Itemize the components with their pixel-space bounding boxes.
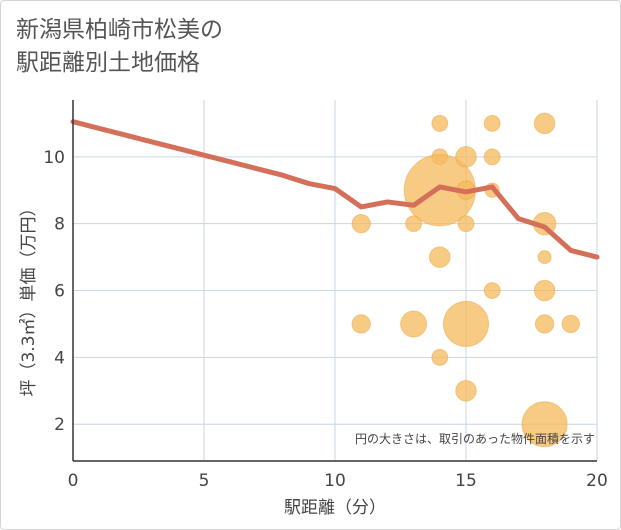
chart-title-line-1: 新潟県柏崎市松美の (16, 17, 223, 43)
y-tick-label-10: 10 (43, 148, 65, 168)
bubble-layer (351, 112, 581, 448)
bubble-point-9 (455, 146, 477, 168)
x-tick-label-15: 15 (455, 471, 477, 491)
bubble-point-12 (442, 300, 490, 347)
bubble-point-3 (400, 310, 428, 338)
trend-line-layer (70, 119, 600, 260)
bubble-point-1 (351, 314, 371, 334)
axes (72, 100, 597, 462)
grid-lines (73, 100, 598, 461)
bubble-point-15 (483, 148, 501, 166)
y-tick-label-8: 8 (54, 215, 65, 235)
bubble-point-0 (351, 213, 371, 234)
bubble-point-8 (431, 348, 449, 366)
bubble-point-17 (483, 282, 501, 299)
y-tick-label-4: 4 (54, 348, 65, 368)
y-tick-labels: 2 4 6 8 10 (43, 148, 65, 435)
x-tick-label-10: 10 (324, 471, 346, 491)
bubble-point-14 (483, 114, 501, 132)
bubble-point-7 (429, 246, 451, 268)
chart-title-line-2: 駅距離別土地価格 (16, 50, 200, 76)
y-axis-title: 坪（3.3㎡）単価（万円） (19, 199, 39, 396)
bubble-point-23 (521, 401, 568, 448)
x-tick-label-0: 0 (68, 471, 79, 491)
chart-title: 新潟県柏崎市松美の 駅距離別土地価格 (16, 14, 223, 80)
bubble-point-4 (431, 114, 449, 132)
bubble-point-13 (455, 380, 477, 402)
y-tick-label-6: 6 (54, 282, 65, 302)
y-tick-label-2: 2 (54, 415, 65, 435)
x-tick-label-20: 20 (586, 471, 608, 491)
bubble-size-note: 円の大きさは、取引のあった物件面積を示す (355, 431, 595, 446)
bubble-point-18 (533, 112, 556, 135)
average-price-line (70, 119, 600, 260)
bubble-point-21 (533, 279, 556, 302)
bubble-point-22 (534, 314, 555, 334)
bubble-point-24 (561, 314, 581, 334)
bubble-point-11 (457, 215, 475, 233)
x-axis-title: 駅距離（分） (284, 498, 386, 518)
x-tick-label-5: 5 (199, 471, 210, 491)
bubble-point-2 (405, 215, 423, 233)
bubble-point-20 (537, 250, 552, 265)
x-tick-labels: 0 5 10 15 20 (68, 471, 608, 491)
